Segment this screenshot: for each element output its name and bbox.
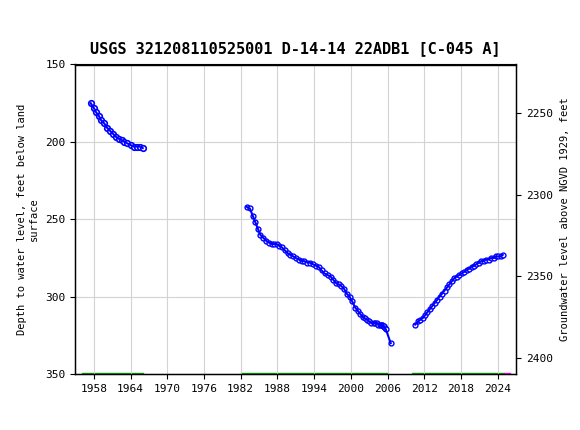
Text: ≡USGS: ≡USGS (12, 10, 66, 28)
Y-axis label: Groundwater level above NGVD 1929, feet: Groundwater level above NGVD 1929, feet (560, 98, 570, 341)
Y-axis label: Depth to water level, feet below land
surface: Depth to water level, feet below land su… (17, 104, 38, 335)
Title: USGS 321208110525001 D-14-14 22ADB1 [C-045 A]: USGS 321208110525001 D-14-14 22ADB1 [C-0… (90, 41, 501, 56)
